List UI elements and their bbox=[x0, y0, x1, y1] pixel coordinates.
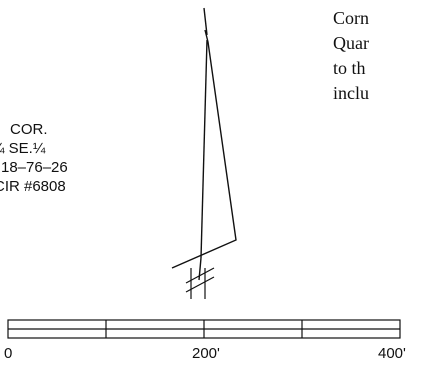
scale-label-400: 400' bbox=[378, 345, 406, 362]
corner-label: COR. ¼ SE.¼ C.18–76–26 CIR #6808 bbox=[0, 121, 68, 195]
corner-label-line-4: CIR #6808 bbox=[0, 178, 66, 195]
corner-label-line-3: C.18–76–26 bbox=[0, 159, 68, 176]
description-line-1: Corn bbox=[333, 8, 369, 28]
boundary-line bbox=[171, 29, 237, 269]
description-line-2: Quar bbox=[333, 33, 369, 53]
description-text: Corn Quar to th inclu bbox=[333, 8, 369, 103]
scale-label-200: 200' bbox=[192, 345, 220, 362]
description-line-4: inclu bbox=[333, 83, 369, 103]
scale-label-0: 0 bbox=[4, 345, 12, 362]
corner-label-line-2: ¼ SE.¼ bbox=[0, 140, 46, 157]
top-tick bbox=[203, 7, 208, 36]
parcel-outline bbox=[171, 7, 237, 281]
center-line bbox=[200, 39, 208, 259]
break-symbol bbox=[185, 267, 215, 299]
description-line-3: to th bbox=[333, 58, 366, 78]
lower-segment bbox=[198, 257, 202, 281]
break-slash-1 bbox=[185, 267, 215, 284]
scale-bar bbox=[7, 319, 401, 339]
break-slash-2 bbox=[185, 276, 215, 293]
corner-label-line-1: COR. bbox=[10, 121, 48, 138]
